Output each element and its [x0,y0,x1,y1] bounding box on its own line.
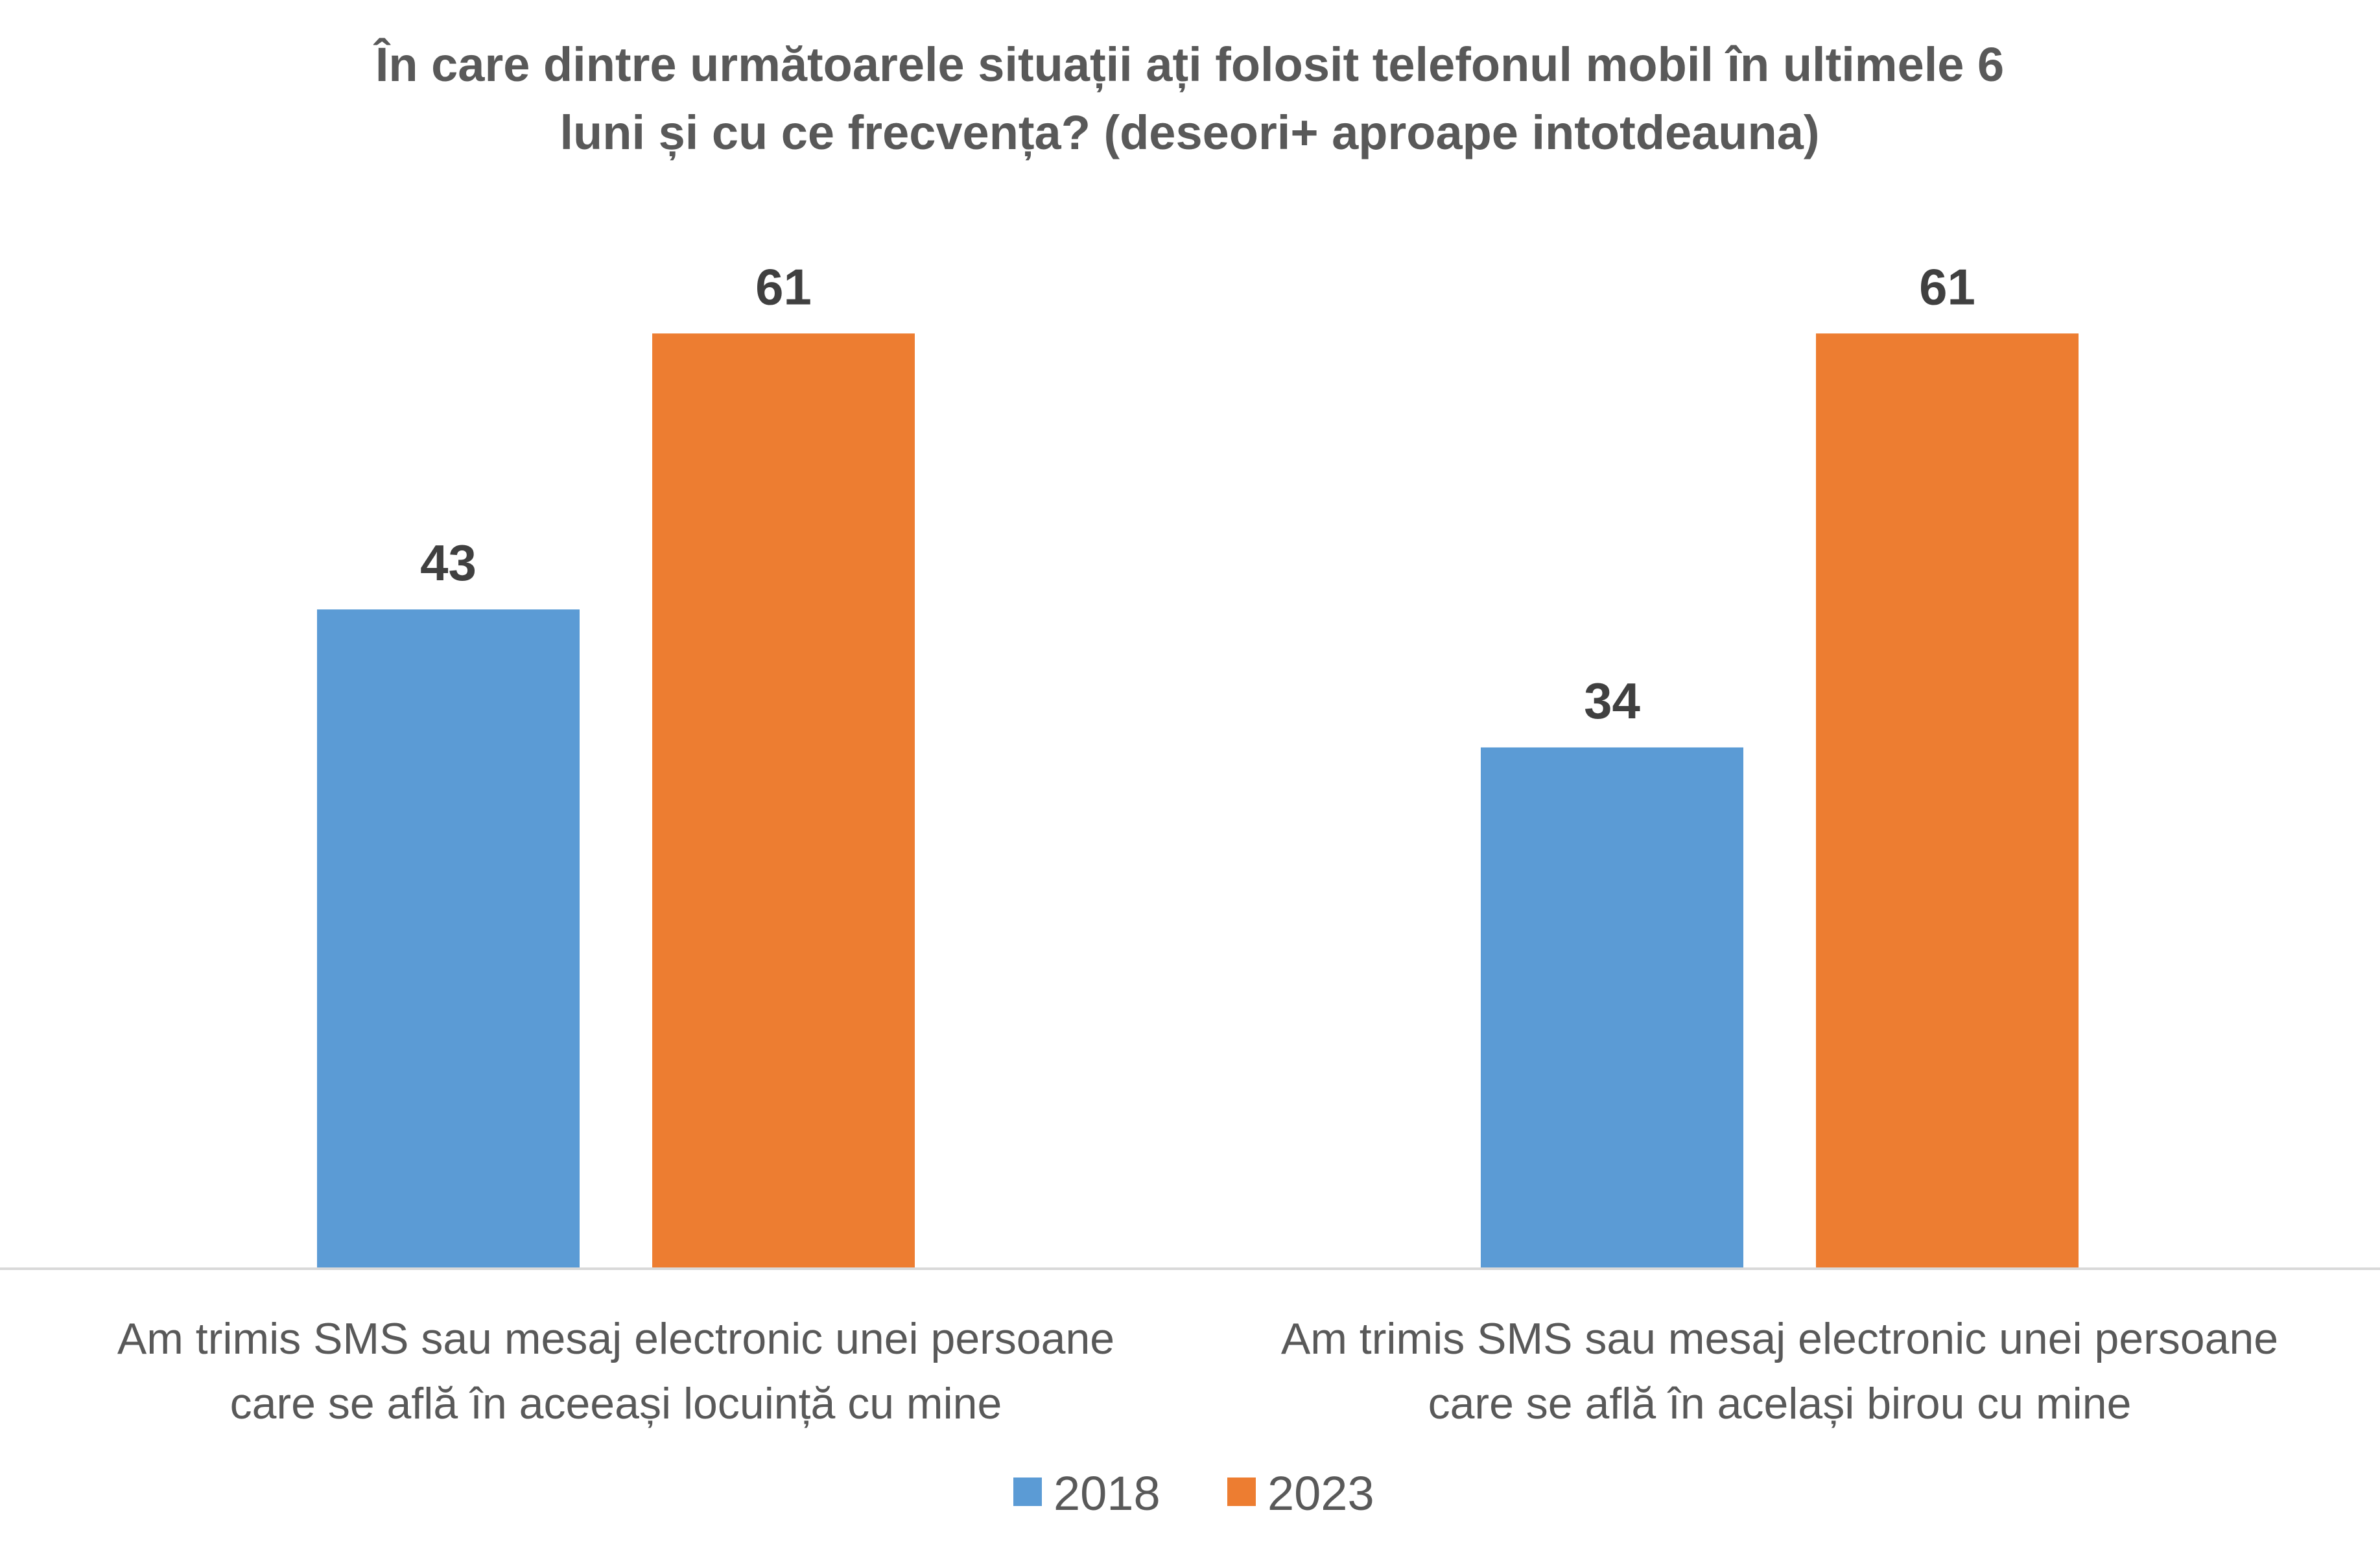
bar-2023-cat-2 [1816,333,2079,1269]
bar-2018-cat-2 [1481,747,1743,1269]
category-label-1-line-2: care se află în aceeași locuință cu mine [230,1379,1002,1428]
category-labels: Am trimis SMS sau mesaj electronic unei … [117,1314,2278,1428]
bar-2018-cat-1 [317,609,580,1269]
data-label-2023-cat-1: 61 [755,258,812,315]
data-label-2018-cat-1: 43 [420,534,477,591]
legend-swatch-2018 [1013,1477,1042,1506]
legend: 2018 2023 [1013,1466,1374,1520]
legend-swatch-2023 [1227,1477,1256,1506]
chart-title-line-1: În care dintre următoarele situații ați … [373,38,2004,92]
legend-label-2023: 2023 [1267,1466,1374,1520]
data-label-2018-cat-2: 34 [1584,672,1640,729]
category-label-1-line-1: Am trimis SMS sau mesaj electronic unei … [117,1314,1114,1363]
chart-title-line-2: luni și cu ce frecvența? (deseori+ aproa… [560,106,1819,160]
data-label-2023-cat-2: 61 [1919,258,1975,315]
category-label-2-line-1: Am trimis SMS sau mesaj electronic unei … [1281,1314,2278,1363]
plot-area: 43 61 34 61 [317,258,2079,1269]
chart-title: În care dintre următoarele situații ați … [373,38,2004,160]
legend-label-2018: 2018 [1054,1466,1161,1520]
bar-2023-cat-1 [652,333,915,1269]
category-label-2-line-2: care se află în același birou cu mine [1428,1379,2132,1428]
